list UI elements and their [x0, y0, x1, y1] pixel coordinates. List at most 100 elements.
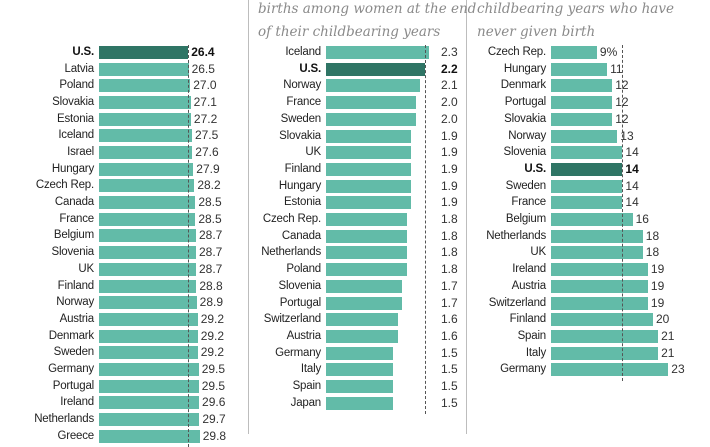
- bar: [551, 329, 659, 343]
- category-label: Hungary: [278, 179, 321, 192]
- category-label: Spain: [517, 329, 547, 342]
- panel-3-title: childbearing years who have never given …: [477, 0, 674, 44]
- category-label: Spain: [292, 380, 322, 392]
- bar: [326, 179, 412, 193]
- bar: [99, 62, 189, 76]
- category-label: Portugal: [504, 96, 546, 109]
- bar: [551, 246, 643, 260]
- us-reference-line: [424, 45, 426, 415]
- bar: [551, 346, 659, 360]
- category-label: Italy: [300, 363, 321, 376]
- category-label: Japan: [290, 396, 322, 409]
- bar: [326, 296, 403, 310]
- category-label: Portugal: [52, 379, 94, 392]
- bar: [326, 363, 394, 377]
- bar: [99, 329, 198, 343]
- category-label: Canada: [54, 196, 94, 209]
- bar: [99, 429, 200, 443]
- value-label: 29.5: [201, 361, 226, 376]
- value-label: 1.5: [441, 362, 458, 377]
- category-label: Poland: [286, 263, 321, 276]
- value-label: 1.8: [441, 228, 458, 243]
- value-label: 27.0: [193, 78, 217, 93]
- value-label: 1.9: [441, 145, 458, 160]
- category-label: Sweden: [53, 346, 95, 359]
- category-label: Poland: [59, 79, 94, 92]
- value-label: 28.7: [199, 261, 223, 276]
- bar: [551, 229, 643, 243]
- value-label: 16: [635, 212, 649, 226]
- panel-divider-1: [248, 0, 249, 434]
- value-label: 26.4: [191, 45, 215, 59]
- bar: [551, 96, 613, 110]
- value-label: 29.2: [200, 311, 225, 326]
- category-label: France: [511, 196, 546, 209]
- category-label: Sweden: [280, 112, 322, 125]
- category-label: Slovakia: [279, 129, 321, 142]
- category-label: France: [59, 212, 94, 225]
- category-label: U.S.: [72, 46, 94, 58]
- bar: [326, 79, 421, 93]
- category-label: Switzerland: [263, 313, 321, 326]
- bar: [99, 279, 197, 293]
- bar: [326, 62, 425, 76]
- category-label: Germany: [48, 362, 94, 375]
- panel-3-title-line-1: childbearing years who have: [477, 1, 674, 17]
- value-label: 12: [615, 111, 629, 126]
- us-reference-line: [622, 45, 624, 381]
- bar: [99, 262, 196, 276]
- value-label: 11: [610, 61, 623, 76]
- value-label: 2.1: [441, 78, 458, 93]
- bar: [326, 329, 398, 343]
- bar: [326, 112, 416, 126]
- bar: [326, 46, 430, 59]
- value-label: 28.2: [197, 178, 221, 193]
- value-label: 19: [650, 262, 665, 277]
- value-label: 1.6: [441, 312, 458, 327]
- bar: [326, 229, 407, 243]
- bar: [551, 196, 623, 210]
- bar: [326, 162, 412, 176]
- value-label: 1.5: [441, 379, 458, 393]
- category-label: Czech Rep.: [487, 46, 546, 58]
- value-label: 29.7: [202, 411, 226, 426]
- bar: [99, 112, 191, 126]
- category-label: Norway: [283, 79, 321, 92]
- bar: [99, 412, 200, 426]
- bar: [326, 246, 407, 260]
- value-label: 28.7: [199, 228, 223, 243]
- category-label: Switzerland: [488, 296, 546, 309]
- value-label: 12: [615, 78, 629, 93]
- category-label: Latvia: [64, 62, 95, 75]
- bar: [99, 296, 197, 310]
- category-label: Iceland: [58, 129, 94, 142]
- value-label: 1.5: [441, 395, 458, 410]
- bar: [326, 213, 407, 226]
- category-label: UK: [305, 146, 321, 159]
- value-label: 27.5: [194, 128, 219, 143]
- category-label: U.S.: [524, 162, 546, 175]
- category-label: Germany: [275, 346, 321, 359]
- value-label: 27.9: [196, 161, 220, 176]
- value-label: 2.0: [441, 95, 458, 110]
- category-label: Norway: [508, 129, 546, 142]
- category-label: Germany: [500, 363, 546, 376]
- value-label: 14: [625, 178, 639, 193]
- bar: [99, 96, 191, 110]
- value-label: 20: [656, 312, 670, 327]
- category-label: Estonia: [57, 112, 94, 125]
- value-label: 14: [625, 195, 639, 210]
- bar: [551, 46, 597, 59]
- bar: [99, 379, 199, 393]
- bar: [326, 263, 407, 277]
- category-label: Slovakia: [52, 96, 94, 109]
- value-label: 1.7: [441, 278, 458, 293]
- value-label: 1.7: [441, 295, 458, 310]
- bar: [99, 246, 196, 260]
- category-label: Hungary: [51, 162, 94, 175]
- value-label: 14: [625, 161, 639, 176]
- bar: [99, 362, 199, 376]
- category-label: Hungary: [503, 62, 546, 75]
- category-label: Finland: [57, 279, 95, 292]
- category-label: Estonia: [284, 196, 321, 209]
